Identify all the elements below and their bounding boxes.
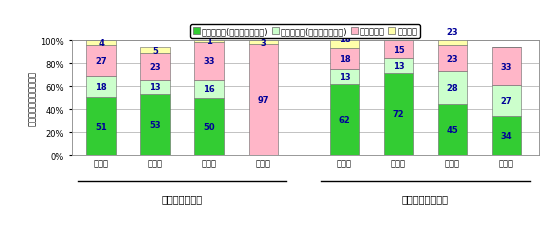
Bar	[86, 97, 116, 156]
Bar	[86, 46, 116, 77]
Bar	[492, 86, 521, 117]
Text: 4: 4	[98, 39, 104, 48]
Bar	[86, 41, 116, 46]
Y-axis label: 調達・供給地域の構成比: 調達・供給地域の構成比	[29, 71, 37, 126]
Text: 27: 27	[95, 57, 107, 66]
Bar	[140, 80, 170, 95]
Text: 50: 50	[204, 123, 215, 132]
Bar	[492, 48, 521, 86]
Bar	[195, 42, 224, 80]
Text: 13: 13	[339, 73, 350, 82]
Text: 33: 33	[501, 63, 512, 71]
Text: 13: 13	[393, 61, 404, 70]
Text: 23: 23	[150, 63, 161, 71]
Bar	[329, 70, 359, 85]
Text: 循環資源の調達: 循環資源の調達	[162, 194, 203, 203]
Text: 28: 28	[447, 84, 458, 93]
Bar	[383, 24, 414, 41]
Text: 18: 18	[339, 55, 350, 64]
Bar	[438, 46, 468, 72]
Bar	[140, 48, 170, 54]
Bar	[383, 73, 414, 156]
Text: 15: 15	[393, 28, 404, 37]
Bar	[86, 77, 116, 97]
Text: 13: 13	[150, 83, 161, 92]
Text: 23: 23	[447, 28, 458, 37]
Text: 15: 15	[393, 45, 404, 54]
Text: 1: 1	[206, 37, 212, 46]
Text: 16: 16	[204, 85, 215, 94]
Text: 18: 18	[339, 34, 350, 44]
Bar	[195, 80, 224, 98]
Bar	[492, 117, 521, 156]
Text: 製品・原料の供給: 製品・原料の供給	[402, 194, 449, 203]
Bar	[438, 104, 468, 156]
Bar	[438, 19, 468, 46]
Bar	[383, 58, 414, 73]
Bar	[249, 45, 278, 156]
Text: 3: 3	[261, 38, 266, 47]
Bar	[195, 41, 224, 42]
Text: 51: 51	[95, 122, 107, 131]
Bar	[249, 41, 278, 45]
Legend: 都道府県内(設立地市町村内), 都道府県内(設立地市町村外), 都道府県外, 地域不明: 都道府県内(設立地市町村内), 都道府県内(設立地市町村外), 都道府県外, 地…	[190, 25, 420, 39]
Bar	[329, 49, 359, 70]
Bar	[195, 98, 224, 156]
Text: 34: 34	[500, 132, 513, 141]
Text: 18: 18	[95, 82, 107, 92]
Bar	[140, 95, 170, 156]
Bar	[383, 41, 414, 58]
Text: 27: 27	[500, 97, 513, 106]
Text: 5: 5	[152, 46, 158, 55]
Text: 72: 72	[393, 110, 404, 119]
Bar	[140, 54, 170, 80]
Text: 45: 45	[447, 125, 458, 134]
Text: 23: 23	[447, 55, 458, 63]
Text: 62: 62	[339, 116, 350, 125]
Text: 53: 53	[150, 121, 161, 130]
Bar	[329, 29, 359, 49]
Bar	[438, 72, 468, 104]
Text: 33: 33	[204, 57, 215, 66]
Text: 97: 97	[257, 96, 269, 105]
Bar	[329, 85, 359, 156]
